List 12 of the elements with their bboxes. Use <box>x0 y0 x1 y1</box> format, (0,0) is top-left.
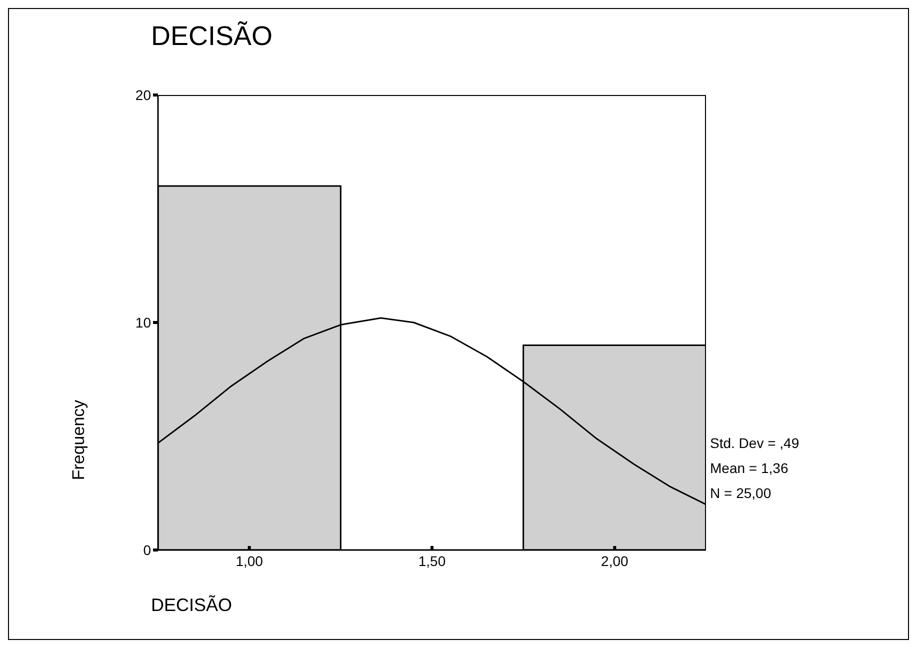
y-tick-label: 10 <box>135 314 152 330</box>
y-tick-label: 20 <box>135 86 152 103</box>
text: Mean = 1,36 <box>710 460 788 476</box>
y-tick-label: 0 <box>143 542 152 558</box>
x-axis-title: DECISÃO <box>151 595 232 616</box>
x-tick-label: 2,00 <box>601 552 629 569</box>
y-axis-title: Frequency <box>69 400 89 480</box>
text: Std. Dev = ,49 <box>710 435 800 451</box>
x-tick-label: 1,50 <box>418 552 446 569</box>
chart-title: DECISÃO <box>151 21 273 52</box>
text: N = 25,00 <box>710 485 772 501</box>
x-tick-label: 1,00 <box>236 552 264 569</box>
